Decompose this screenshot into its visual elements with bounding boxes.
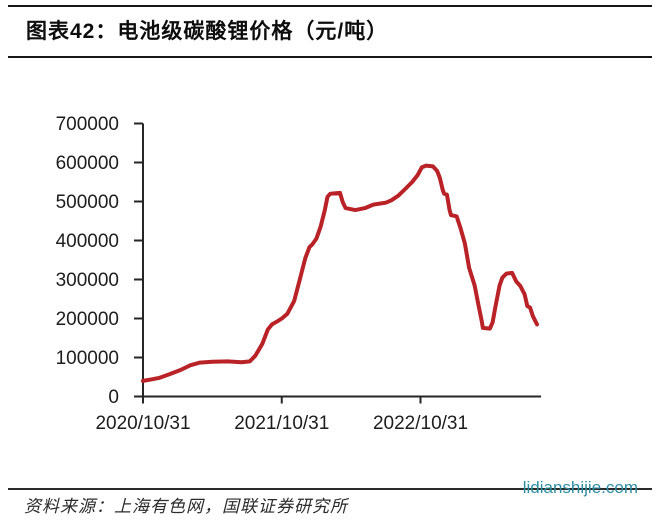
source-note: 资料来源：上海有色网，国联证券研究所 — [24, 497, 348, 516]
y-tick-label: 200000 — [56, 309, 119, 330]
price-line-series — [141, 163, 539, 383]
y-tick-label: 500000 — [56, 192, 119, 213]
chart-title: 图表42：电池级碳酸锂价格（元/吨） — [26, 20, 389, 43]
top-divider — [8, 5, 652, 7]
bottom-divider — [8, 488, 652, 490]
x-tick-label: 2022/10/31 — [373, 413, 468, 434]
watermark-text: lidianshijie.com — [522, 478, 638, 497]
y-tick-label: 600000 — [56, 153, 119, 174]
title-divider — [8, 56, 652, 58]
x-tick-label: 2021/10/31 — [234, 413, 329, 434]
y-tick-label: 300000 — [56, 270, 119, 291]
y-tick-label: 400000 — [56, 231, 119, 252]
y-tick-label: 100000 — [56, 348, 119, 369]
x-tick-label: 2020/10/31 — [95, 413, 190, 434]
y-tick-label: 700000 — [56, 114, 119, 135]
y-tick-label: 0 — [108, 387, 119, 408]
